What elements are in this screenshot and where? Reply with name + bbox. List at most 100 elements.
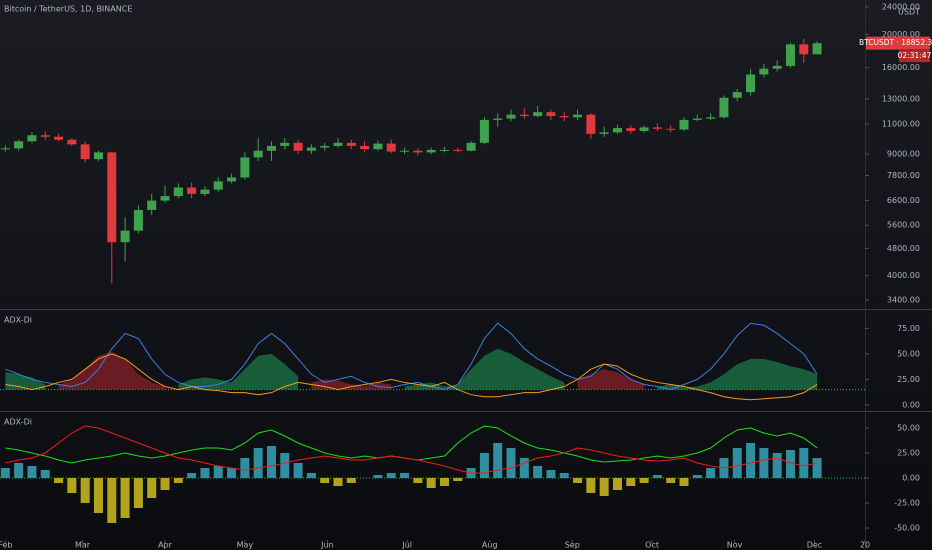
candle-body (133, 209, 143, 231)
histogram-bar (160, 478, 170, 490)
y-tick-label: 13000.00 (882, 94, 920, 103)
histogram-bar (293, 463, 303, 478)
candle-body (612, 128, 622, 133)
candle-body (439, 149, 449, 151)
histogram-bar (120, 478, 130, 518)
histogram-bar (506, 448, 516, 478)
candle-body (266, 145, 276, 151)
histogram-bar (346, 478, 356, 483)
y-tick-label: 24000.00 (882, 2, 920, 11)
candle-body (160, 196, 170, 201)
candle-body (253, 150, 263, 158)
countdown: 02:31:47 (898, 51, 932, 60)
x-tick-label: 20 (860, 541, 870, 550)
histogram-bar (519, 458, 529, 478)
x-tick-label: Jun (320, 541, 334, 550)
candle-body (333, 142, 343, 146)
histogram-bar (40, 470, 50, 478)
y-tick-label: 9000.00 (887, 150, 920, 159)
histogram-bar (785, 450, 795, 478)
candle-body (533, 112, 543, 116)
y-tick-label: 16000.00 (882, 63, 920, 72)
y-tick-label: 50.00 (897, 349, 920, 358)
x-tick-label: May (237, 541, 254, 550)
candle-body (759, 68, 769, 75)
histogram-bar (266, 446, 276, 478)
candle-body (599, 132, 609, 134)
x-tick-label: Mar (75, 541, 91, 550)
pane-title: ADX-Di (4, 418, 32, 427)
histogram-bar (746, 443, 756, 478)
histogram-bar (54, 478, 64, 483)
histogram-bar (679, 478, 689, 486)
histogram-bar (479, 453, 489, 478)
histogram-bar (187, 473, 197, 478)
candle-body (413, 150, 423, 153)
candle-body (799, 44, 809, 55)
histogram-bar (373, 475, 383, 478)
candle-body (306, 147, 316, 151)
histogram-bar (626, 478, 636, 486)
candle-body (772, 65, 782, 69)
candle-body (27, 135, 37, 142)
histogram-bar (333, 478, 343, 486)
candle-body (107, 152, 117, 243)
histogram-bar (599, 478, 609, 496)
candle-body (14, 141, 24, 149)
candle-body (639, 127, 649, 131)
candle-body (280, 142, 290, 146)
candle-body (746, 74, 756, 93)
histogram-bar (799, 448, 809, 478)
di-area (5, 348, 818, 390)
candle-body (173, 187, 183, 197)
histogram-bar (666, 478, 676, 483)
candle-body (546, 112, 556, 116)
histogram-bar (559, 473, 569, 478)
y-tick-label: 25.00 (897, 375, 920, 384)
histogram-bar (533, 466, 543, 478)
candle-body (559, 115, 569, 118)
x-tick-label: Nov (727, 541, 743, 550)
candle-body (346, 142, 356, 146)
histogram-bar (652, 475, 662, 478)
histogram-bar (759, 448, 769, 478)
x-tick-label: Aug (482, 541, 498, 550)
y-tick-label: 75.00 (897, 324, 920, 333)
candle-body (0, 148, 10, 150)
candle-body (586, 114, 596, 134)
histogram-bar (93, 478, 103, 513)
candle-body (573, 114, 583, 118)
candle-body (479, 119, 489, 143)
histogram-bar (0, 468, 10, 478)
y-tick-label: -50.00 (894, 524, 920, 533)
histogram-bar (426, 478, 436, 488)
histogram-bar (133, 478, 143, 508)
histogram-bar (546, 470, 556, 478)
candle-body (812, 43, 822, 55)
y-tick-label: 7800.00 (887, 171, 920, 180)
y-tick-label: 4800.00 (887, 244, 920, 253)
histogram-bar (639, 478, 649, 483)
candle-body (666, 128, 676, 130)
y-tick-label: 5600.00 (887, 221, 920, 230)
histogram-bar (67, 478, 77, 493)
candle-body (493, 118, 503, 120)
indicator-line (5, 425, 818, 474)
candle-body (293, 142, 303, 151)
candle-body (453, 149, 463, 151)
histogram-bar (586, 478, 596, 493)
histogram-bar (14, 463, 24, 478)
candle-body (373, 143, 383, 150)
histogram-bar (240, 458, 250, 478)
candle-body (652, 127, 662, 129)
candle-body (360, 145, 370, 150)
candle-body (785, 44, 795, 66)
y-tick-label: 20000.00 (882, 30, 920, 39)
histogram-bar (173, 478, 183, 483)
candle-body (426, 149, 436, 153)
chart-title: Bitcoin / TetherUS, 1D, BINANCE (4, 5, 132, 14)
histogram-bar (213, 466, 223, 478)
histogram-bar (320, 478, 330, 483)
candle-body (626, 128, 636, 131)
candle-body (519, 114, 529, 116)
